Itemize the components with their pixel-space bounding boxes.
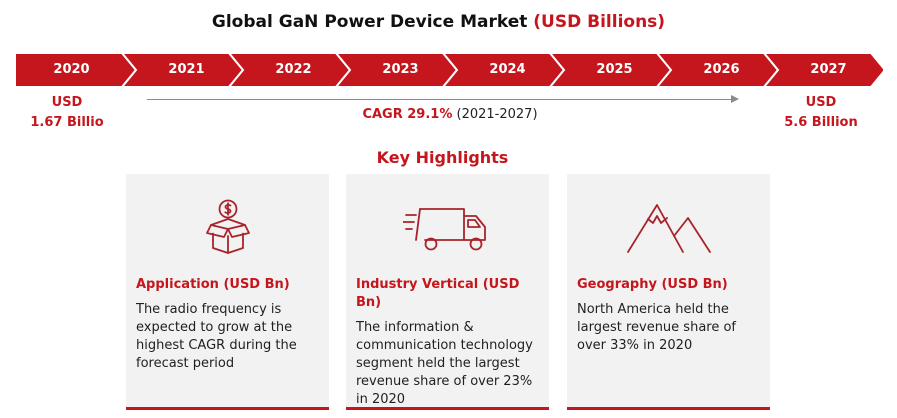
timeline-step-2020 (15, 53, 138, 87)
money-box-icon (126, 196, 329, 256)
mountain-icon (567, 196, 770, 256)
end-value-amount: 5.6 Billion (784, 115, 858, 130)
growth-arrow-line (147, 99, 733, 100)
timeline-year-label: 2020 (53, 62, 90, 77)
timeline-chevrons (15, 53, 883, 87)
highlight-card-application: Application (USD Bn) The radio frequency… (126, 174, 329, 410)
card-body: North America held the largest revenue s… (577, 302, 737, 353)
timeline-year-label: 2021 (168, 62, 205, 77)
timeline-year-label: 2027 (810, 62, 847, 77)
timeline-year-label: 2026 (703, 62, 740, 77)
cagr-text: CAGR 29.1% (2021-2027) (300, 107, 600, 122)
growth-arrow-head-icon (731, 95, 739, 103)
title-main: Global GaN Power Device Market (211, 12, 528, 32)
card-heading: Geography (USD Bn) (577, 277, 728, 292)
timeline-step-2023 (334, 53, 459, 87)
title-accent: (USD Billions) (533, 12, 666, 32)
page-title: Global GaN Power Device Market (USD Bill… (0, 12, 877, 32)
timeline-year-label: 2023 (382, 62, 419, 77)
timeline-step-2027 (762, 53, 883, 87)
timeline-step-2022 (227, 53, 352, 87)
card-heading: Industry Vertical (USD Bn) (356, 277, 520, 310)
timeline-year-label: 2025 (596, 62, 633, 77)
card-body: The radio frequency is expected to grow … (136, 302, 297, 371)
timeline-step-2025 (548, 53, 673, 87)
card-heading: Application (USD Bn) (136, 277, 290, 292)
highlight-card-geography: Geography (USD Bn) North America held th… (567, 174, 770, 410)
timeline-step-2026 (655, 53, 780, 87)
card-body: The information & communication technolo… (356, 320, 533, 407)
timeline: 2020 2021 2022 2023 2024 2025 2026 2027 (15, 53, 883, 87)
highlight-card-industry-vertical: Industry Vertical (USD Bn) The informati… (346, 174, 549, 410)
key-highlights-title: Key Highlights (376, 148, 509, 167)
timeline-step-2021 (120, 53, 245, 87)
end-value-currency: USD (805, 95, 837, 110)
timeline-step-2024 (441, 53, 566, 87)
cagr-value: CAGR 29.1% (362, 107, 453, 122)
timeline-year-label: 2024 (489, 62, 526, 77)
start-value-amount: 1.67 Billio (30, 115, 104, 130)
delivery-truck-icon (346, 196, 549, 256)
start-value-currency: USD (51, 95, 83, 110)
timeline-year-label: 2022 (275, 62, 312, 77)
end-value: USD 5.6 Billion (766, 93, 876, 133)
cagr-period: (2021-2027) (456, 107, 538, 122)
start-value: USD 1.67 Billio (12, 93, 122, 133)
